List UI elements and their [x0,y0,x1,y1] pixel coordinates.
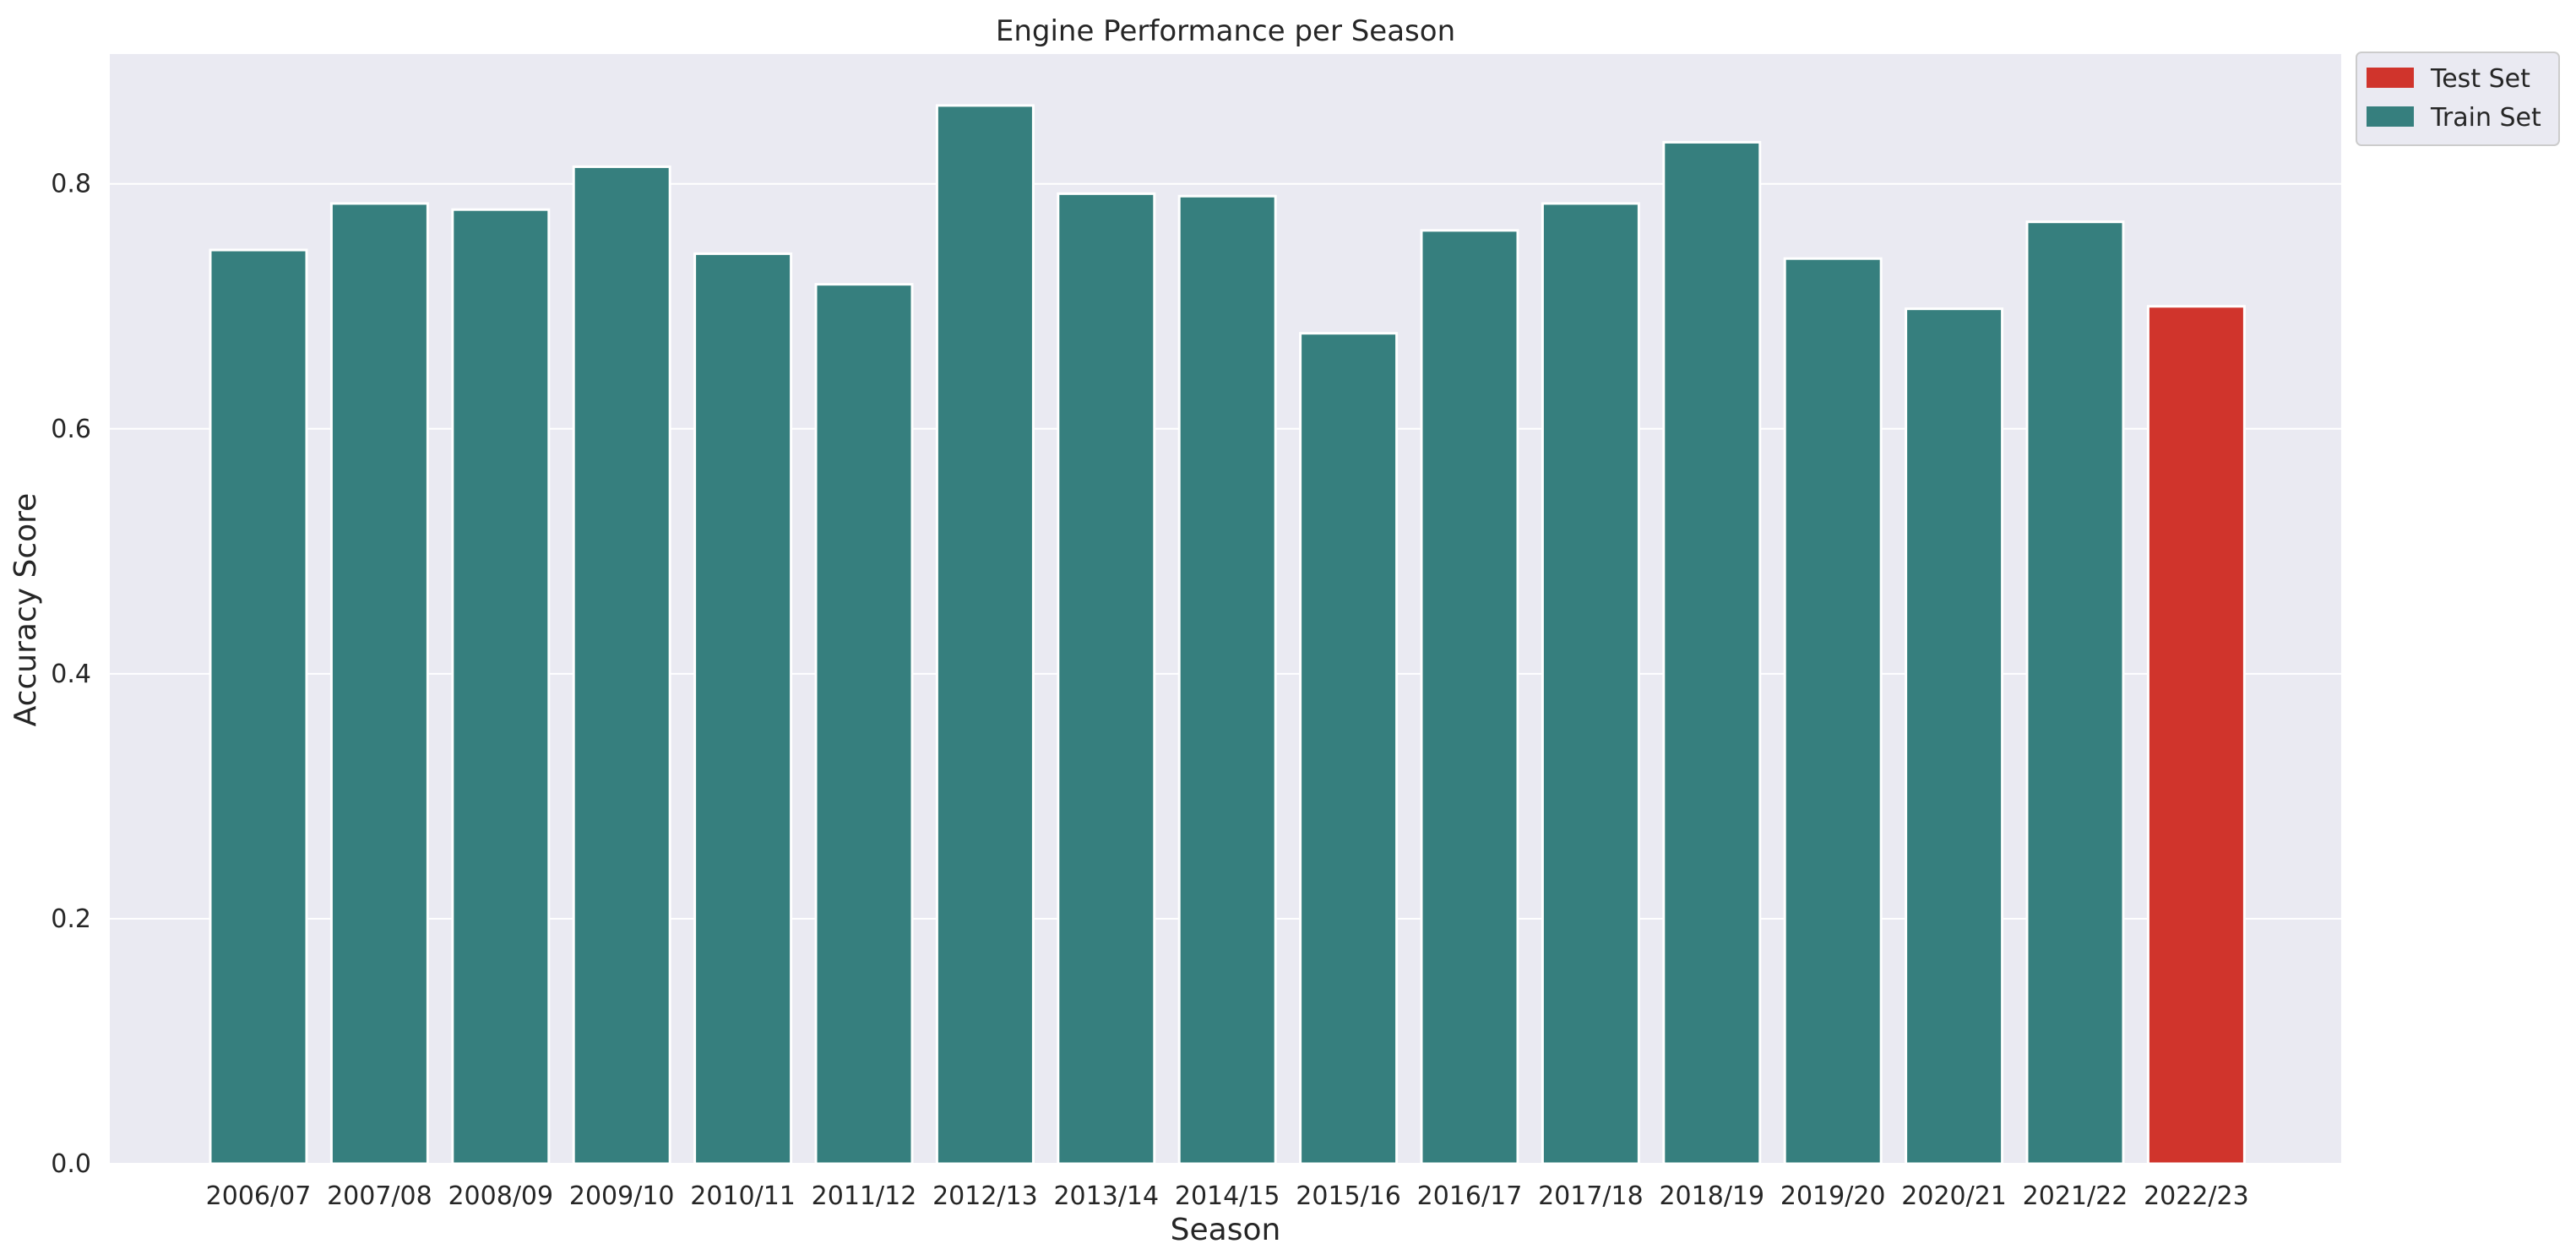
bars [209,104,2246,1165]
bar-train [329,202,429,1165]
x-axis-label: Season [1171,1213,1281,1247]
x-tick-label: 2009/10 [569,1181,675,1211]
legend-label: Train Set [2430,103,2541,133]
x-tick-label: 2019/20 [1780,1181,1886,1211]
bar-train [1177,194,1277,1165]
y-tick-label: 0.4 [51,660,91,689]
legend-swatch [2367,68,2414,88]
x-tick-label: 2012/13 [932,1181,1038,1211]
x-tick-label: 2010/11 [690,1181,796,1211]
bar-train [1420,229,1519,1165]
bar-train [1057,192,1156,1165]
bar-train [1299,332,1399,1165]
legend: Test Set Train Set [2356,52,2560,146]
y-tick-label: 0.2 [51,904,91,934]
legend-swatch [2367,106,2414,127]
bar-train [1541,202,1640,1165]
y-axis-label: Accuracy Score [8,493,43,727]
x-tick-label: 2008/09 [448,1181,553,1211]
bar-train [1783,257,1883,1165]
y-tick-label: 0.8 [51,170,91,199]
y-axis-ticks: 0.0 0.2 0.4 0.6 0.8 [51,170,91,1179]
x-tick-label: 2007/08 [327,1181,432,1211]
bar-train [814,283,914,1165]
x-tick-label: 2013/14 [1053,1181,1159,1211]
bar-train [1662,140,1762,1165]
x-tick-label: 2018/19 [1659,1181,1764,1211]
bar-train [935,104,1035,1165]
x-tick-label: 2011/12 [812,1181,917,1211]
bar-train [572,165,671,1165]
x-tick-label: 2006/07 [206,1181,312,1211]
bar-train [209,248,308,1165]
chart-title: Engine Performance per Season [996,14,1455,48]
legend-label: Test Set [2430,64,2530,94]
x-tick-label: 2015/16 [1296,1181,1401,1211]
x-tick-label: 2020/21 [1901,1181,2007,1211]
y-tick-label: 0.6 [51,415,91,444]
x-tick-label: 2014/15 [1175,1181,1280,1211]
x-axis-ticks: 2006/07 2007/08 2008/09 2009/10 2010/11 2011/… [206,1181,2249,1211]
x-tick-label: 2022/23 [2144,1181,2249,1211]
bar-train [693,252,793,1165]
y-tick-label: 0.0 [51,1149,91,1179]
bar-train [1905,307,2004,1165]
x-tick-label: 2021/22 [2023,1181,2128,1211]
x-tick-label: 2017/18 [1538,1181,1644,1211]
bar-test [2146,305,2246,1165]
x-tick-label: 2016/17 [1417,1181,1523,1211]
bar-train [2025,220,2125,1165]
bar-train [451,208,551,1165]
